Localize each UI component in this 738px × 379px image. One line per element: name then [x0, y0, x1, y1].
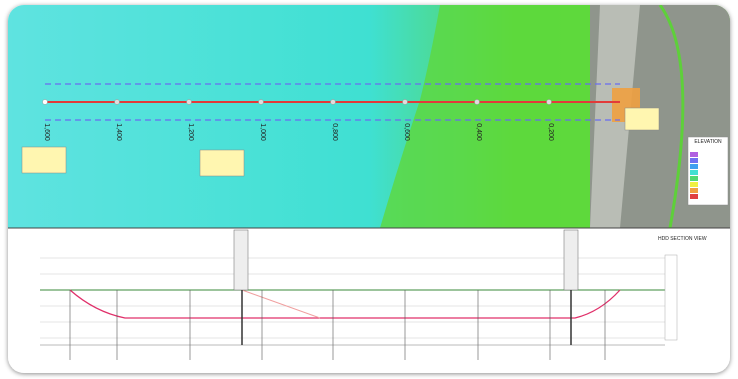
chainage-label: 0,800 [331, 123, 338, 141]
note-box [624, 107, 660, 131]
borehole [233, 229, 249, 291]
chainage-label: 1,200 [187, 123, 194, 141]
stations [69, 290, 606, 360]
borehole [563, 229, 579, 291]
chainage-label: 0,400 [475, 123, 482, 141]
scale-bar [664, 254, 678, 341]
note-box [199, 149, 245, 177]
content: 1,600 1,400 1,200 1,000 0,800 0,600 0,400 0,200… [8, 5, 730, 360]
profile-grid [40, 257, 665, 339]
land-zone [380, 5, 600, 228]
station-marker [258, 99, 264, 105]
station-marker [114, 99, 120, 105]
station-marker [330, 99, 336, 105]
legend-swatches [690, 146, 698, 199]
station-marker [186, 99, 192, 105]
station-marker [42, 99, 48, 105]
station-marker [402, 99, 408, 105]
station-marker [474, 99, 480, 105]
bore-path [69, 289, 621, 319]
chainages: 1,600 1,400 1,200 1,000 0,800 0,600 0,400 0,200 [42, 99, 554, 141]
chainage-label: 0,600 [403, 123, 410, 141]
chainage-label: 1,400 [115, 123, 122, 141]
legend-title: ELEVATION [694, 139, 722, 145]
chainage-label: 0,200 [547, 123, 554, 141]
station-marker [546, 99, 552, 105]
road [658, 5, 685, 229]
bore-aux [241, 289, 321, 319]
chainage-label: 1,000 [259, 123, 266, 141]
note-box [21, 146, 67, 174]
chainage-label: 1,600 [43, 123, 50, 141]
profile-title: HDD SECTION VIEW [658, 236, 707, 242]
